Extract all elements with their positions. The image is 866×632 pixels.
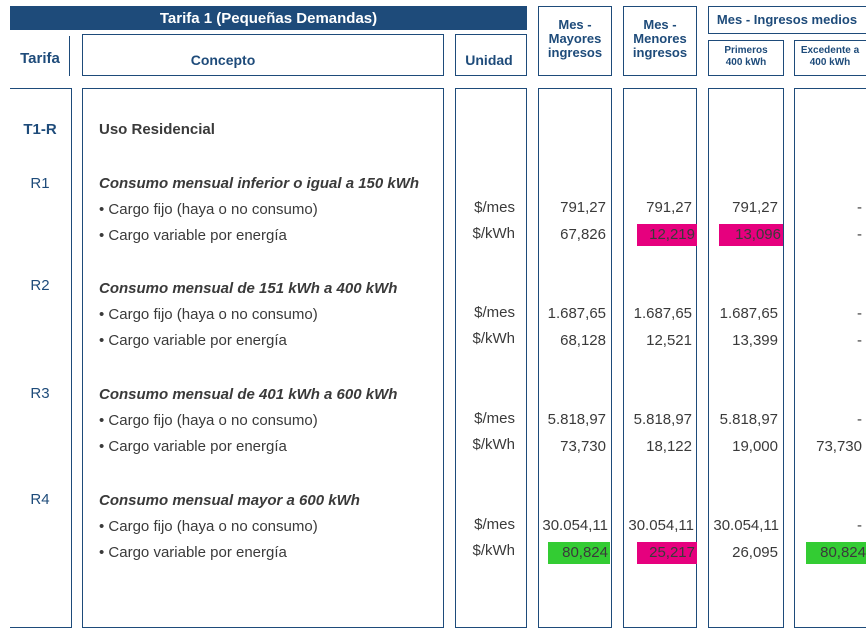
r4-fijo-mayores: 30.054,11: [542, 517, 608, 534]
primeros-line-1: Primeros: [724, 45, 768, 56]
r4-fijo-unit: $/mes: [474, 516, 515, 533]
concepto-header-box: [82, 34, 444, 76]
t1r-code: T1-R: [23, 121, 57, 138]
r4-title: Consumo mensual mayor a 600 kWh: [99, 492, 360, 509]
table-title-bar: Tarifa 1 (Pequeñas Demandas): [10, 6, 527, 30]
tarifa-header-box: [10, 36, 70, 76]
r2-fijo-menores: 1.687,65: [633, 305, 692, 322]
r3-variable-unit: $/kWh: [472, 436, 515, 453]
excedente-header: Excedente a 400 kWh: [794, 45, 866, 69]
primeros-header-box: [708, 40, 784, 76]
r4-variable-menores: 25,217: [637, 542, 697, 564]
r2-variable-primeros: 13,399: [732, 332, 778, 349]
mayores-body-box: [538, 88, 612, 628]
tarifa-header: Tarifa: [20, 50, 60, 67]
r3-fijo-menores: 5.818,97: [633, 411, 692, 428]
r2-variable-unit: $/kWh: [472, 330, 515, 347]
r4-fijo-primeros: 30.054,11: [713, 517, 779, 534]
r4-variable-primeros: 26,095: [732, 544, 778, 561]
unidad-header-box: [455, 34, 527, 76]
r1-variable-excedente: -: [857, 226, 862, 243]
menores-line-3: ingresos: [632, 45, 688, 60]
r1-fijo-excedente: -: [857, 199, 862, 216]
r2-fijo-label: • Cargo fijo (haya o no consumo): [99, 306, 318, 323]
r2-fijo-unit: $/mes: [474, 304, 515, 321]
excedente-line-1: Excedente a: [800, 45, 860, 56]
r3-variable-label: • Cargo variable por energía: [99, 438, 287, 455]
r1-fijo-menores: 791,27: [646, 199, 692, 216]
menores-header: Mes - Menores ingresos: [623, 18, 697, 60]
concepto-body-box: [82, 88, 444, 628]
r1-title: Consumo mensual inferior o igual a 150 k…: [99, 175, 420, 192]
mayores-header-box: [538, 6, 612, 76]
r1-variable-mayores: 67,826: [560, 226, 606, 243]
unidad-body-box: [455, 88, 527, 628]
primeros-body-box: [708, 88, 784, 628]
tarifa-body-box: [10, 88, 72, 628]
table-title: Tarifa 1 (Pequeñas Demandas): [159, 9, 378, 27]
menores-line-1: Mes -: [643, 17, 677, 32]
r2-title: Consumo mensual de 151 kWh a 400 kWh: [99, 280, 398, 297]
r3-variable-primeros: 19,000: [732, 438, 778, 455]
menores-line-2: Menores: [633, 31, 687, 46]
r1-fijo-label: • Cargo fijo (haya o no consumo): [99, 201, 318, 218]
excedente-line-2: 400 kWh: [809, 57, 851, 68]
r2-fijo-primeros: 1.687,65: [719, 305, 778, 322]
mayores-line-1: Mes -: [558, 17, 592, 32]
unidad-header: Unidad: [465, 52, 513, 68]
r2-variable-menores: 12,521: [646, 332, 692, 349]
menores-header-box: [623, 6, 697, 76]
mayores-line-2: Mayores: [548, 31, 602, 46]
r4-fijo-excedente: -: [857, 517, 862, 534]
concepto-header: Concepto: [190, 52, 256, 68]
r3-fijo-primeros: 5.818,97: [719, 411, 778, 428]
t1r-label: Uso Residencial: [99, 121, 215, 138]
r4-fijo-menores: 30.054,11: [628, 517, 694, 534]
excedente-header-box: [794, 40, 866, 76]
menores-body-box: [623, 88, 697, 628]
r4-variable-label: • Cargo variable por energía: [99, 544, 287, 561]
r1-variable-primeros: 13,096: [719, 224, 783, 246]
r1-code: R1: [30, 175, 50, 192]
r2-fijo-excedente: -: [857, 305, 862, 322]
r1-fijo-primeros: 791,27: [732, 199, 778, 216]
r3-fijo-mayores: 5.818,97: [547, 411, 606, 428]
r3-variable-menores: 18,122: [646, 438, 692, 455]
primeros-line-2: 400 kWh: [725, 57, 767, 68]
r2-code: R2: [30, 277, 50, 294]
r4-code: R4: [30, 491, 50, 508]
r2-variable-mayores: 68,128: [560, 332, 606, 349]
r3-variable-excedente: 73,730: [816, 438, 862, 455]
r1-fijo-unit: $/mes: [474, 199, 515, 216]
excedente-body-box: [794, 88, 866, 628]
r3-title: Consumo mensual de 401 kWh a 600 kWh: [99, 386, 398, 403]
r2-variable-label: • Cargo variable por energía: [99, 332, 287, 349]
r4-fijo-label: • Cargo fijo (haya o no consumo): [99, 518, 318, 535]
r4-variable-unit: $/kWh: [472, 542, 515, 559]
r1-variable-menores: 12,219: [637, 224, 697, 246]
primeros-header: Primeros 400 kWh: [708, 45, 784, 69]
r4-variable-mayores: 80,824: [548, 542, 610, 564]
r3-fijo-excedente: -: [857, 411, 862, 428]
r3-fijo-unit: $/mes: [474, 410, 515, 427]
r2-variable-excedente: -: [857, 332, 862, 349]
r3-code: R3: [30, 385, 50, 402]
r1-fijo-mayores: 791,27: [560, 199, 606, 216]
r1-variable-unit: $/kWh: [472, 225, 515, 242]
r2-fijo-mayores: 1.687,65: [547, 305, 606, 322]
r1-variable-label: • Cargo variable por energía: [99, 227, 287, 244]
r3-variable-mayores: 73,730: [560, 438, 606, 455]
r3-fijo-label: • Cargo fijo (haya o no consumo): [99, 412, 318, 429]
medios-header-box: [708, 6, 866, 34]
medios-header: Mes - Ingresos medios: [716, 12, 858, 27]
mayores-header: Mes - Mayores ingresos: [538, 18, 612, 60]
mayores-line-3: ingresos: [547, 45, 603, 60]
r4-variable-excedente: 80,824: [806, 542, 866, 564]
